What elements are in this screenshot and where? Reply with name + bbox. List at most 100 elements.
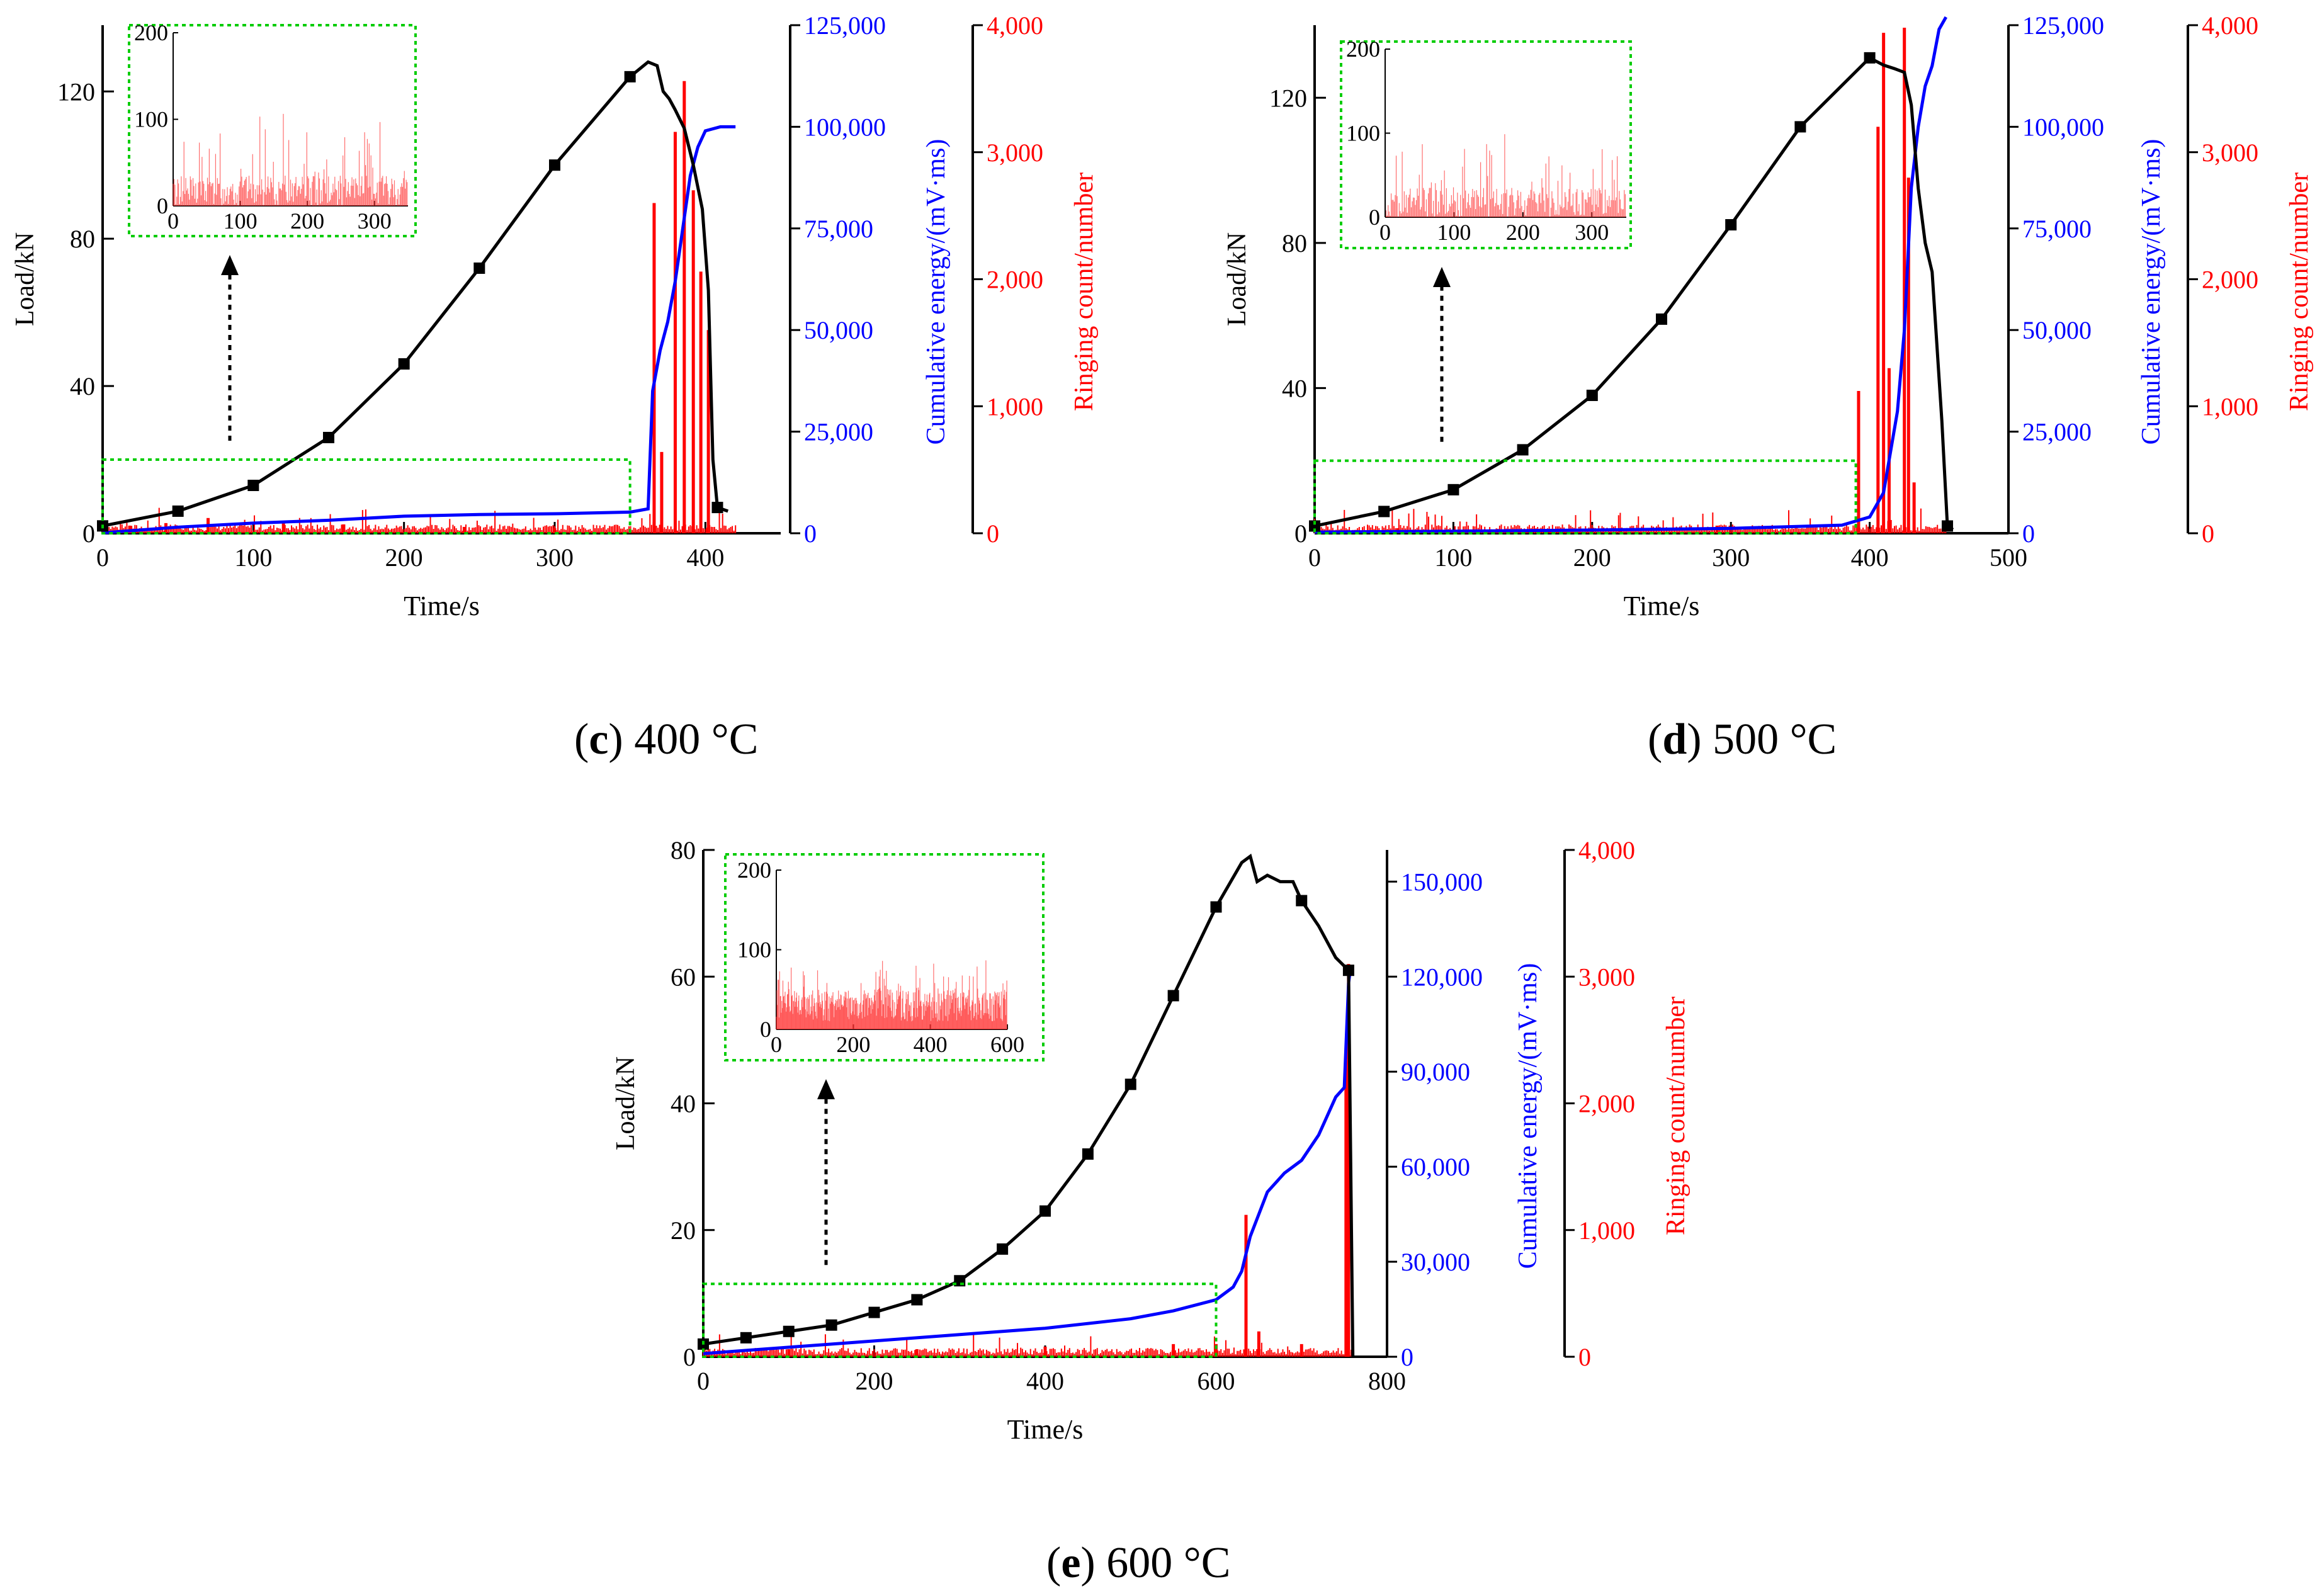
e-inset-x-tick-label: 400: [914, 1032, 948, 1057]
d-energy-line: [1314, 16, 1947, 534]
c-load-marker: [624, 71, 636, 82]
e-ringing-tick-label: 4,000: [1578, 836, 1635, 864]
e-load-marker: [1082, 1148, 1094, 1160]
d-inset-x-tick-label: 100: [1437, 220, 1471, 245]
d-left-tick-label: 0: [1294, 519, 1307, 548]
c-left-axis-label: Load/kN: [11, 232, 40, 326]
c-load-marker: [398, 358, 410, 370]
e-load-marker: [1167, 990, 1179, 1002]
e-inset-x-tick-label: 200: [836, 1032, 870, 1057]
c-energy-tick-label: 125,000: [804, 11, 886, 40]
c-load-marker: [711, 502, 723, 514]
d-x-tick-label: 0: [1308, 543, 1321, 572]
panel-d-caption: (d) 500 °C: [1648, 715, 1837, 764]
e-x-tick-label: 600: [1198, 1367, 1235, 1395]
e-energy-tick-label: 90,000: [1401, 1058, 1470, 1086]
e-x-axis-label: Time/s: [1007, 1414, 1084, 1445]
c-x-tick-label: 0: [96, 543, 109, 572]
d-load-marker: [1942, 520, 1954, 532]
c-zoom-region: [101, 458, 631, 535]
d-energy-tick-label: 25,000: [2022, 418, 2092, 446]
c-load-marker: [247, 479, 259, 491]
e-load-marker: [868, 1306, 880, 1318]
c-x-axis-label: Time/s: [404, 591, 480, 621]
c-x-tick-label: 200: [385, 543, 423, 572]
d-ringing-tick-label: 3,000: [2202, 139, 2258, 167]
e-load-marker: [911, 1294, 923, 1306]
e-left-axis-label: Load/kN: [611, 1056, 640, 1150]
d-ringing-tick-label: 4,000: [2202, 11, 2258, 40]
c-inset-x-tick-label: 200: [290, 208, 324, 234]
e-left-tick-label: 0: [683, 1343, 696, 1371]
panel-e-caption: (e) 600 °C: [1046, 1539, 1230, 1587]
c-inset-y-tick-label: 100: [134, 107, 168, 132]
d-ringing-tick-label: 2,000: [2202, 266, 2258, 294]
e-energy-tick-label: 120,000: [1401, 963, 1483, 991]
d-load-marker: [1656, 313, 1667, 325]
d-x-tick-label: 100: [1434, 543, 1472, 572]
e-inset-spikes: [776, 960, 1007, 1029]
d-load-marker: [1794, 121, 1806, 133]
d-x-axis-label: Time/s: [1624, 591, 1700, 621]
e-load-marker: [997, 1243, 1009, 1255]
e-ringing-axis-label: Ringing count/number: [1662, 997, 1691, 1235]
d-left-axis-label: Load/kN: [1223, 232, 1252, 326]
d-inset-x-tick-label: 300: [1575, 220, 1609, 245]
c-energy-tick-label: 100,000: [804, 113, 886, 141]
d-load-marker: [1309, 520, 1320, 532]
e-load-marker: [1342, 965, 1354, 976]
c-ringing-tick-label: 0: [987, 519, 999, 548]
c-energy-line: [102, 125, 736, 535]
c-inset-x-tick-label: 0: [167, 208, 179, 234]
c-left-tick-label: 80: [70, 225, 95, 253]
d-energy-tick-label: 100,000: [2022, 113, 2104, 141]
c-energy-tick-label: 25,000: [804, 418, 873, 446]
c-inset-x-tick-label: 300: [358, 208, 392, 234]
e-x-tick-label: 0: [697, 1367, 710, 1395]
d-inset-y-tick-label: 0: [1369, 205, 1380, 230]
d-zoom-region: [1313, 459, 1857, 535]
e-load-marker: [783, 1325, 795, 1337]
e-load-marker: [1039, 1205, 1051, 1217]
e-x-tick-label: 400: [1026, 1367, 1064, 1395]
c-zoom-arrowhead: [221, 255, 239, 275]
c-x-tick-label: 300: [536, 543, 574, 572]
d-left-tick-label: 120: [1269, 84, 1307, 112]
e-inset-y-tick-label: 200: [737, 857, 771, 883]
d-ringing-tick-label: 0: [2202, 519, 2214, 548]
c-load-marker: [323, 431, 334, 443]
e-left-tick-label: 80: [671, 836, 696, 864]
d-inset-spikes: [1385, 134, 1626, 217]
e-inset-x-tick-label: 600: [990, 1032, 1024, 1057]
panel-c-caption: (c) 400 °C: [574, 715, 758, 764]
c-energy-tick-label: 75,000: [804, 215, 873, 243]
d-zoom-arrowhead: [1433, 267, 1451, 287]
d-inset-y-tick-label: 100: [1346, 121, 1380, 146]
d-x-tick-label: 300: [1712, 543, 1750, 572]
e-load-marker: [1210, 901, 1222, 913]
e-energy-axis-label: Cumulative energy/(mV·ms): [1514, 963, 1543, 1269]
d-x-tick-label: 500: [1990, 543, 2027, 572]
e-ringing-tick-label: 3,000: [1578, 963, 1635, 991]
c-energy-tick-label: 0: [804, 519, 817, 548]
e-x-tick-label: 800: [1368, 1367, 1406, 1395]
c-left-tick-label: 120: [57, 77, 95, 106]
c-inset-x-tick-label: 100: [224, 208, 258, 234]
panel-e-chart: 0 200 400 600 800 Time/s 0 20 40 60 80 Load/kN 0 30,0…: [611, 836, 1691, 1445]
d-energy-tick-label: 0: [2022, 519, 2035, 548]
e-load-marker: [1124, 1078, 1136, 1090]
c-energy-axis-label: Cumulative energy/(mV·ms): [922, 139, 951, 445]
e-inset-y-tick-label: 100: [737, 937, 771, 963]
e-load-marker: [825, 1319, 837, 1331]
e-inset-x-tick-label: 0: [771, 1032, 782, 1057]
c-load-line: [102, 60, 729, 528]
e-ringing-tick-label: 1,000: [1578, 1216, 1635, 1245]
c-ringing-tick-label: 4,000: [987, 11, 1043, 40]
d-energy-tick-label: 125,000: [2022, 11, 2104, 40]
e-zoom-arrowhead: [817, 1079, 835, 1099]
e-left-tick-label: 20: [671, 1216, 696, 1245]
e-ringing-tick-label: 2,000: [1578, 1090, 1635, 1118]
e-load-marker: [1296, 895, 1308, 907]
e-energy-tick-label: 60,000: [1401, 1153, 1470, 1181]
